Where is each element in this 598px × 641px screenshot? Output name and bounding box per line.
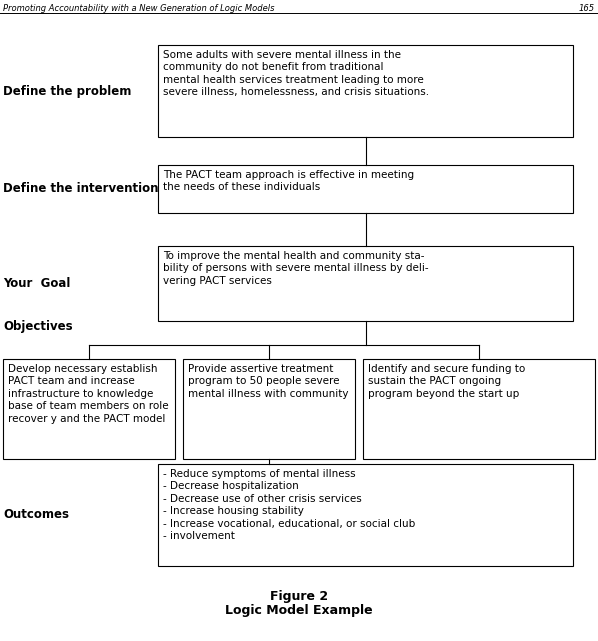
Text: Outcomes: Outcomes (3, 508, 69, 522)
Bar (158, 464, 573, 566)
Text: 165: 165 (579, 4, 595, 13)
Bar (363, 359, 595, 459)
Text: To improve the mental health and community sta-
bility of persons with severe me: To improve the mental health and communi… (163, 251, 429, 286)
Text: The PACT team approach is effective in meeting
the needs of these individuals: The PACT team approach is effective in m… (163, 170, 414, 192)
Bar (3, 359, 175, 459)
Text: Promoting Accountability with a New Generation of Logic Models: Promoting Accountability with a New Gene… (3, 4, 274, 13)
Text: Identify and secure funding to
sustain the PACT ongoing
program beyond the start: Identify and secure funding to sustain t… (368, 364, 525, 399)
Text: Figure 2: Figure 2 (270, 590, 328, 603)
Text: Logic Model Example: Logic Model Example (225, 604, 373, 617)
Bar (158, 165, 573, 213)
Text: Provide assertive treatment
program to 50 people severe
mental illness with comm: Provide assertive treatment program to 5… (188, 364, 349, 399)
Text: Define the intervention: Define the intervention (3, 183, 158, 196)
Bar (158, 246, 573, 321)
Text: Define the problem: Define the problem (3, 85, 132, 97)
Bar (158, 45, 573, 137)
Text: Some adults with severe mental illness in the
community do not benefit from trad: Some adults with severe mental illness i… (163, 50, 429, 97)
Text: Objectives: Objectives (3, 320, 72, 333)
Text: Your  Goal: Your Goal (3, 277, 71, 290)
Text: Develop necessary establish
PACT team and increase
infrastructure to knowledge
b: Develop necessary establish PACT team an… (8, 364, 169, 424)
Bar (183, 359, 355, 459)
Text: - Reduce symptoms of mental illness
- Decrease hospitalization
- Decrease use of: - Reduce symptoms of mental illness - De… (163, 469, 415, 541)
